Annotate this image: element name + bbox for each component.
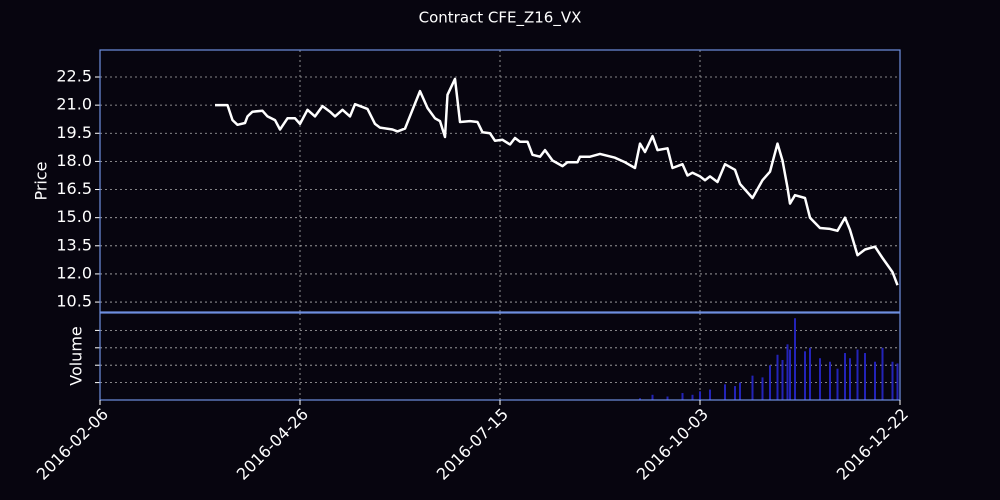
- volume-bar: [881, 347, 884, 400]
- volume-bar: [829, 361, 831, 400]
- volume-bar: [844, 353, 846, 400]
- volume-bar: [781, 359, 784, 400]
- volume-bar: [786, 344, 789, 400]
- volume-bar: [761, 377, 764, 400]
- volume-bar: [819, 358, 821, 400]
- volume-bar: [789, 349, 791, 400]
- volume-bar: [856, 349, 859, 400]
- volume-bar: [769, 365, 771, 400]
- volume-bar: [681, 393, 684, 400]
- price-line: [215, 77, 899, 286]
- volume-bar: [699, 391, 701, 400]
- y-tick-label: 12.0: [56, 263, 92, 282]
- volume-bar: [874, 361, 876, 400]
- volume-bar: [639, 398, 641, 400]
- x-tick-label: 2016-07-15: [433, 405, 512, 484]
- y-tick-label: 15.0: [56, 207, 92, 226]
- y-axis-label: Volume: [67, 326, 86, 386]
- chart-title: Contract CFE_Z16_VX: [419, 9, 582, 28]
- volume-bar: [651, 394, 654, 400]
- volume-bar: [849, 358, 851, 400]
- y-tick-label: 19.5: [56, 123, 92, 142]
- volume-bar: [809, 347, 811, 400]
- volume-bar: [794, 318, 796, 400]
- volume-bar: [751, 375, 754, 400]
- y-tick-label: 16.5: [56, 179, 92, 198]
- volume-bar: [836, 368, 839, 400]
- volume-bar: [666, 396, 669, 400]
- x-tick-label: 2016-02-06: [33, 405, 112, 484]
- x-tick-label: 2016-12-22: [833, 405, 912, 484]
- y-tick-label: 13.5: [56, 235, 92, 254]
- axes-frame: [99, 312, 901, 401]
- volume-bar: [776, 354, 779, 400]
- volume-bar: [896, 363, 899, 400]
- y-tick-label: 10.5: [56, 292, 92, 311]
- volume-bar: [891, 361, 894, 400]
- y-tick-label: 21.0: [56, 95, 92, 114]
- volume-bar: [691, 394, 694, 400]
- y-axis-label: Price: [32, 161, 51, 200]
- x-tick-label: 2016-04-26: [233, 405, 312, 484]
- volume-bar: [739, 382, 741, 400]
- volume-bar: [864, 353, 866, 400]
- axes-frame: [99, 49, 901, 313]
- volume-bar: [734, 386, 736, 400]
- y-tick-label: 18.0: [56, 151, 92, 170]
- volume-bar: [709, 389, 711, 400]
- x-tick-label: 2016-10-03: [633, 405, 712, 484]
- y-tick-label: 22.5: [56, 67, 92, 86]
- volume-bar: [804, 351, 806, 400]
- volume-bar: [724, 384, 726, 400]
